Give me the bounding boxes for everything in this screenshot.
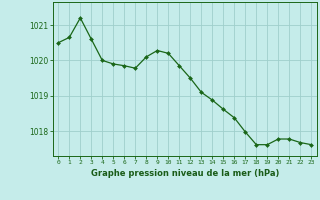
X-axis label: Graphe pression niveau de la mer (hPa): Graphe pression niveau de la mer (hPa) xyxy=(91,169,279,178)
